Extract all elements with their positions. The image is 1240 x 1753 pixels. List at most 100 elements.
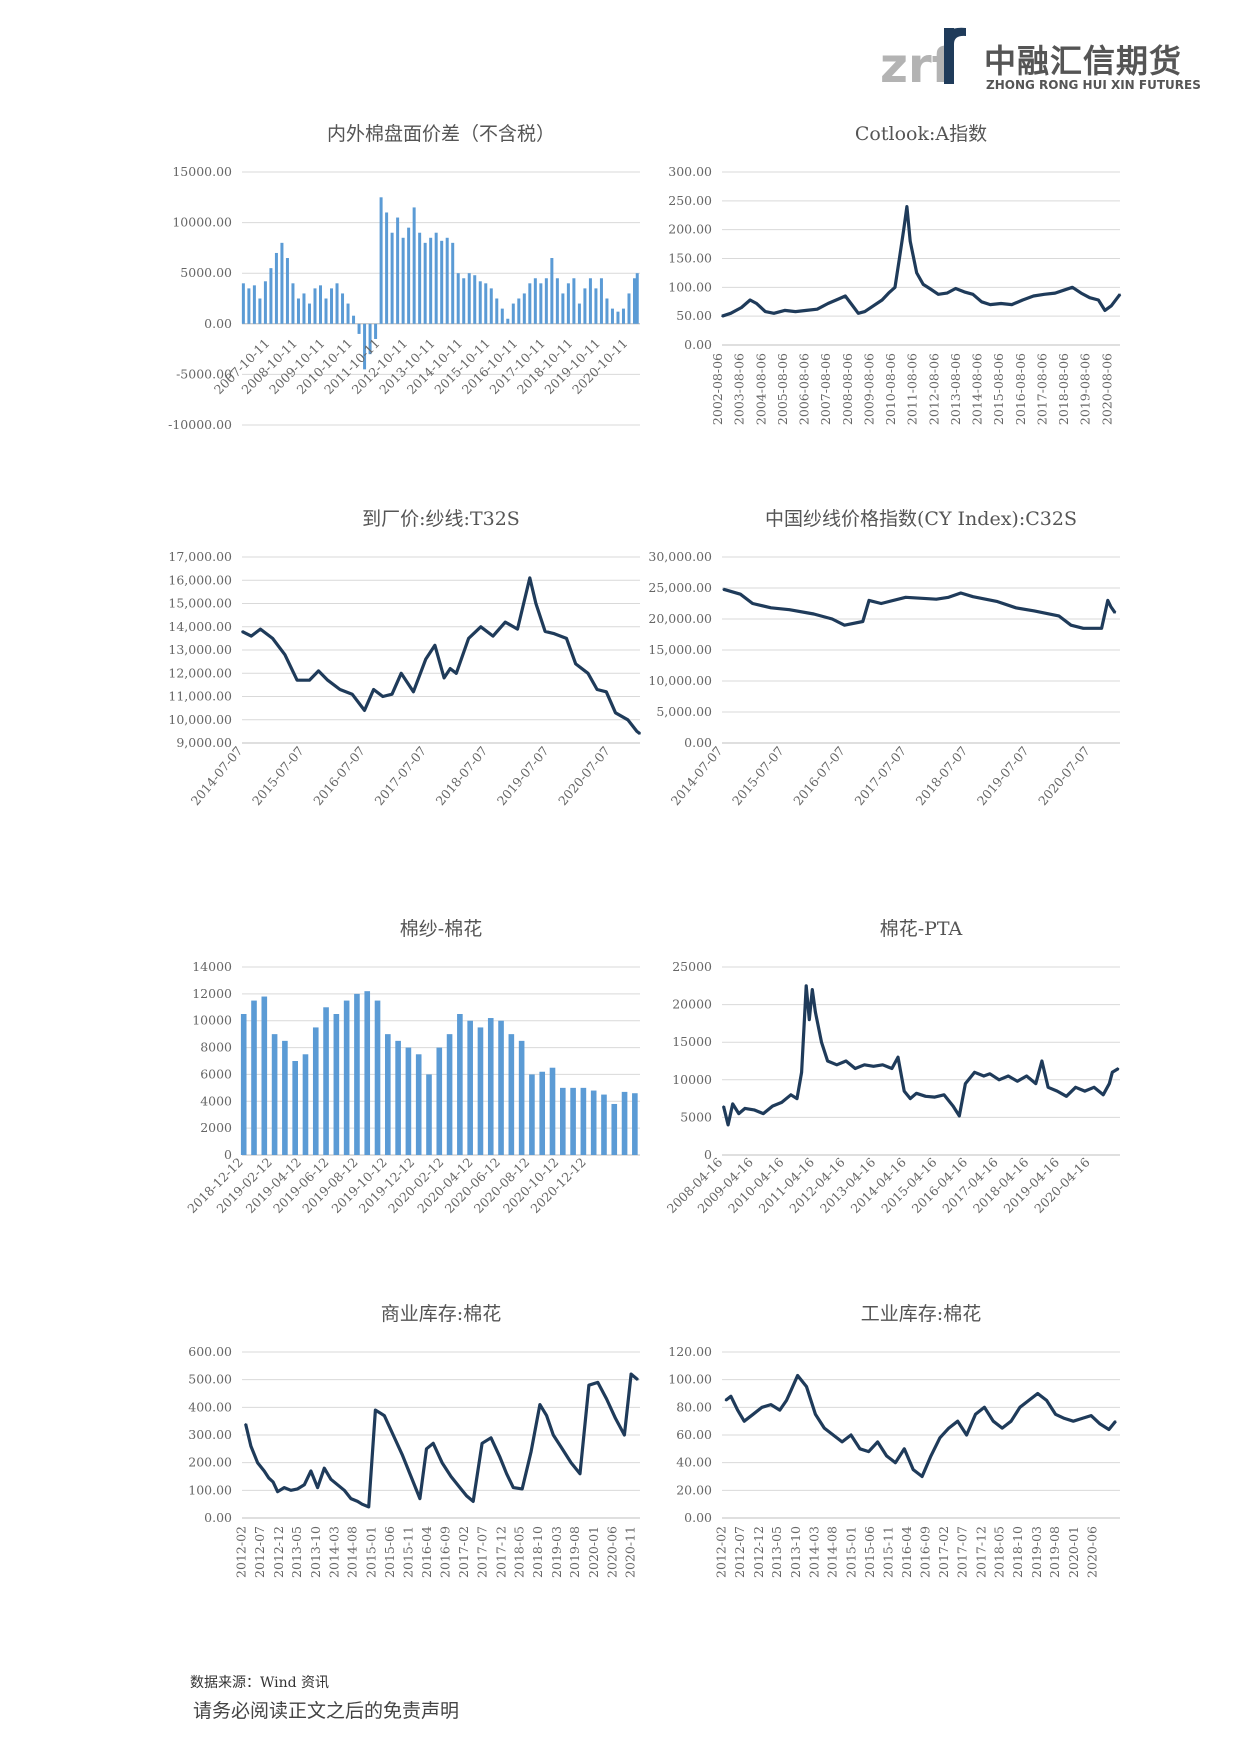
y-tick-label: 0 <box>224 1147 232 1162</box>
data-point <box>296 1488 299 1490</box>
data-point <box>587 672 589 675</box>
bar <box>357 323 361 334</box>
y-tick-label: 5,000.00 <box>656 704 712 719</box>
data-point <box>1001 1427 1003 1429</box>
x-tick-label: 2013-05 <box>289 1526 304 1578</box>
x-tick-label: 2019-03 <box>549 1526 564 1578</box>
bar <box>467 1020 473 1155</box>
x-tick-label: 2016-07-07 <box>310 743 368 808</box>
data-point <box>605 1398 608 1400</box>
data-point <box>290 1489 292 1492</box>
data-point <box>805 985 807 987</box>
data-point <box>731 1103 734 1105</box>
y-tick-label: 4000 <box>200 1093 232 1108</box>
y-tick-label: 14000 <box>192 959 232 974</box>
data-point <box>383 1414 386 1417</box>
y-tick-label: 80.00 <box>676 1399 712 1414</box>
x-tick-label: 2013-08-06 <box>948 353 963 425</box>
data-point <box>588 1384 590 1386</box>
x-tick-label: 2012-02 <box>234 1526 249 1578</box>
x-tick-label: 2012-12 <box>751 1526 766 1578</box>
x-tick-label: 2006-08-06 <box>797 353 812 425</box>
data-point <box>350 1497 352 1500</box>
y-tick-label: -5000.00 <box>176 366 232 381</box>
data-point <box>963 291 966 293</box>
y-tick-label: 6000 <box>200 1066 232 1081</box>
y-tick-label: 500.00 <box>188 1372 232 1387</box>
data-point <box>363 709 366 712</box>
chart-title: Cotlook:A指数 <box>855 123 987 145</box>
x-tick-label: 2015-08-06 <box>991 353 1006 425</box>
data-point <box>983 1406 986 1409</box>
data-point <box>1111 1071 1114 1074</box>
data-point <box>391 693 393 695</box>
data-point <box>867 1450 870 1453</box>
data-point <box>738 1112 740 1115</box>
data-point <box>434 644 436 647</box>
bar <box>352 315 356 324</box>
data-point <box>796 1374 799 1377</box>
bar <box>632 1093 638 1155</box>
data-point <box>863 310 866 313</box>
data-point <box>626 718 629 721</box>
data-point <box>1108 1082 1111 1085</box>
data-point <box>930 1454 932 1457</box>
bar <box>621 1091 628 1155</box>
bar <box>271 1034 278 1155</box>
data-point <box>528 577 531 579</box>
y-tick-label: 5000 <box>680 1109 712 1124</box>
data-point <box>367 1506 370 1508</box>
x-tick-label: 2018-08-06 <box>1056 353 1071 425</box>
x-tick-label: 2017-12 <box>973 1526 988 1578</box>
data-point <box>811 988 814 991</box>
data-point <box>924 1095 927 1098</box>
data-source-note: 数据来源：Wind 资讯 <box>190 1675 330 1691</box>
data-point <box>721 315 723 317</box>
data-point <box>1081 1417 1084 1420</box>
x-tick-label: 2017-12 <box>493 1526 508 1578</box>
chart-cotton-price-spread: 内外棉盘面价差（不含税） -10000.00 -5000.00 0.00 5000.00… <box>130 110 650 470</box>
data-point <box>1065 1095 1068 1098</box>
y-tick-label: 20.00 <box>676 1482 712 1497</box>
data-point <box>570 1461 572 1464</box>
data-point <box>449 667 451 670</box>
bar <box>544 278 548 324</box>
data-point <box>1099 1423 1101 1425</box>
y-tick-label: 100.00 <box>188 1482 232 1497</box>
data-point <box>915 272 918 274</box>
y-tick-label: 10,000.00 <box>168 712 232 727</box>
data-point <box>1015 607 1017 609</box>
bar <box>522 293 526 324</box>
y-tick-label: 9,000.00 <box>176 735 232 750</box>
data-point <box>1035 1082 1037 1085</box>
data-point <box>974 1413 977 1416</box>
data-point <box>753 1109 755 1111</box>
bar <box>610 308 614 324</box>
data-point <box>794 310 797 313</box>
data-point <box>499 1456 501 1458</box>
data-point <box>933 1096 936 1098</box>
x-tick-label: 2012-08-06 <box>926 353 941 425</box>
data-point <box>339 688 341 691</box>
data-point <box>1102 1094 1104 1096</box>
bar <box>506 318 510 324</box>
x-tick-label: 2015-06 <box>862 1526 877 1578</box>
data-point <box>1028 1399 1030 1402</box>
data-point <box>1114 612 1116 614</box>
bar <box>495 298 499 324</box>
data-point <box>530 1450 532 1453</box>
data-point <box>915 1092 918 1095</box>
data-point <box>947 596 950 599</box>
data-point <box>972 595 974 598</box>
y-tick-label: 17,000.00 <box>168 549 232 564</box>
y-tick-label: 12000 <box>192 986 232 1001</box>
bar <box>423 242 427 324</box>
bar <box>247 288 251 324</box>
data-point <box>857 312 860 315</box>
data-point <box>308 679 311 682</box>
data-point <box>419 1497 421 1500</box>
bar <box>415 1054 422 1155</box>
x-tick-label: 2016-07-07 <box>790 743 848 808</box>
data-point <box>838 298 840 300</box>
data-point <box>943 1094 945 1096</box>
